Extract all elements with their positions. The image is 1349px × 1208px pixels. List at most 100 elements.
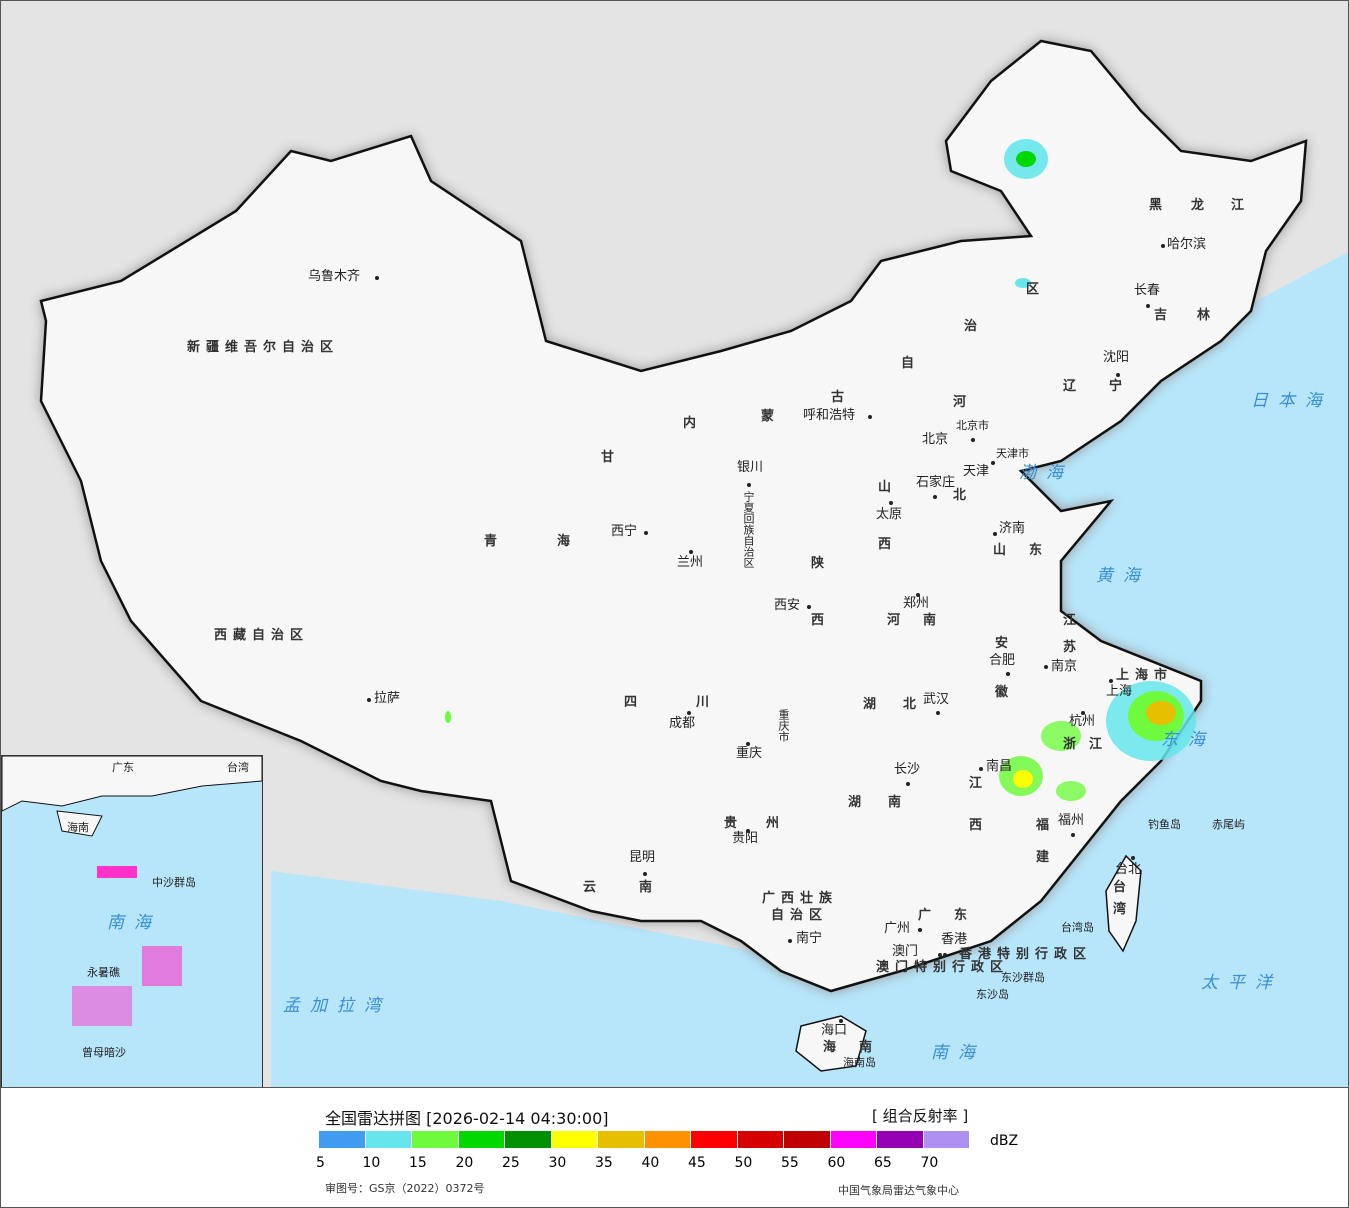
region-label: 河 — [887, 613, 907, 628]
china-landmass — [39, 39, 1308, 993]
scale-swatch — [784, 1131, 830, 1148]
city-label: 成都 — [669, 716, 696, 731]
city-marker-icon — [1131, 856, 1135, 860]
radar-map[interactable]: 乌鲁木齐 拉萨 西宁 兰州 呼和浩特 银川 西安 太原 北京 天津 石家庄 沈阳 长春 哈尔滨 济南 郑州 合肥… — [1, 1, 1348, 1088]
region-label: 广 — [918, 908, 938, 923]
scale-swatch — [691, 1131, 737, 1148]
city-marker-icon — [979, 767, 983, 771]
city-marker-icon — [807, 605, 811, 609]
city-label: 长春 — [1134, 283, 1161, 298]
scale-tick: 70 — [920, 1155, 939, 1171]
region-label: 黑 — [1149, 198, 1169, 213]
city-label: 昆明 — [629, 850, 656, 865]
inset-canvas — [2, 756, 262, 1026]
region-label: 甘 — [601, 450, 621, 465]
region-label: 贵 — [724, 816, 744, 831]
region-label: 山 — [993, 543, 1013, 558]
region-label: 澳门特别行政区 — [876, 960, 1010, 975]
city-label: 南昌 — [986, 759, 1013, 774]
city-marker-icon — [889, 501, 893, 505]
city-label: 拉萨 — [374, 691, 401, 706]
city-marker-icon — [991, 461, 995, 465]
scale-swatch — [830, 1131, 876, 1148]
region-label: 江 — [1231, 198, 1251, 213]
city-label: 杭州 — [1069, 714, 1096, 729]
scale-swatch — [551, 1131, 597, 1148]
region-label: 江 — [1089, 737, 1109, 752]
scale-tick: 20 — [455, 1155, 474, 1171]
sea-label: 黄海 — [1096, 566, 1150, 586]
sea-label: 渤海 — [1019, 463, 1073, 483]
region-label: 山 — [878, 480, 898, 495]
region-label: 云 — [583, 880, 603, 895]
city-label: 郑州 — [903, 596, 930, 611]
region-label: 宁 — [1109, 379, 1129, 394]
hainan-island — [795, 1015, 867, 1072]
region-label: 天津市 — [996, 447, 1029, 460]
city-label: 乌鲁木齐 — [308, 269, 361, 284]
region-label: 新疆维吾尔自治区 — [187, 340, 340, 355]
city-marker-icon — [938, 953, 942, 957]
scale-tick: 15 — [409, 1155, 427, 1171]
region-label: 内 — [683, 416, 703, 431]
color-scale — [319, 1131, 970, 1148]
city-marker-icon — [839, 1019, 843, 1023]
city-label: 香港 — [941, 932, 968, 947]
scale-swatch — [737, 1131, 783, 1148]
scale-tick: 60 — [827, 1155, 846, 1171]
region-label: 河 — [953, 395, 973, 410]
city-label: 台北 — [1115, 862, 1142, 877]
city-marker-icon — [1006, 672, 1010, 676]
city-marker-icon — [746, 742, 750, 746]
city-label: 武汉 — [923, 692, 950, 707]
region-label: 青 — [484, 534, 504, 549]
city-marker-icon — [788, 939, 792, 943]
region-label: 辽 — [1063, 379, 1083, 394]
sea-area — [271, 252, 1348, 1087]
region-label: 福 — [1036, 818, 1056, 833]
map-canvas — [39, 39, 1348, 1087]
region-label: 自治区 — [771, 908, 829, 923]
scale-swatch — [644, 1131, 690, 1148]
city-label: 太原 — [876, 507, 903, 522]
region-label: 安 — [995, 636, 1015, 651]
product-name: [ 组合反射率 ] — [872, 1107, 969, 1125]
city-label: 贵阳 — [732, 831, 759, 846]
inset-label: 广东 — [112, 761, 134, 774]
region-label: 北京市 — [956, 419, 989, 432]
city-label: 广州 — [884, 921, 911, 936]
radar-echoes — [445, 139, 1196, 801]
region-label: 蒙 — [761, 409, 781, 424]
city-label: 海口 — [821, 1023, 848, 1038]
city-marker-icon — [375, 276, 379, 280]
sea-label: 东海 — [1161, 730, 1215, 750]
region-label: 区 — [1026, 282, 1046, 297]
map-title: 全国雷达拼图 [2026-02-14 04:30:00] — [325, 1109, 609, 1128]
city-marker-icon — [918, 928, 922, 932]
scale-tick: 10 — [362, 1155, 381, 1171]
island-label: 台湾岛 — [1061, 921, 1094, 934]
island-label: 赤尾屿 — [1212, 818, 1245, 831]
city-marker-icon — [644, 531, 648, 535]
city-marker-icon — [747, 483, 751, 487]
region-label: 南 — [859, 1040, 879, 1055]
region-label: 湖 — [863, 697, 883, 712]
scale-swatch — [319, 1131, 365, 1148]
region-label: 徽 — [995, 685, 1015, 700]
region-label: 古 — [831, 390, 851, 405]
region-label: 南 — [639, 880, 659, 895]
city-marker-icon — [1109, 679, 1113, 683]
region-label: 州 — [766, 816, 786, 831]
region-label: 林 — [1197, 308, 1217, 323]
city-label: 天津 — [963, 464, 990, 479]
city-label: 西宁 — [611, 524, 638, 539]
credit: 中国气象局雷达气象中心 — [838, 1184, 959, 1197]
region-label: 宁夏回族自治区 — [742, 491, 755, 568]
region-label: 西 — [811, 613, 831, 628]
city-marker-icon — [916, 593, 920, 597]
region-label: 北 — [903, 697, 923, 712]
region-label: 江 — [1063, 613, 1083, 628]
scale-tick: 40 — [641, 1155, 660, 1171]
city-label: 银川 — [737, 460, 764, 475]
city-marker-icon — [1081, 711, 1085, 715]
